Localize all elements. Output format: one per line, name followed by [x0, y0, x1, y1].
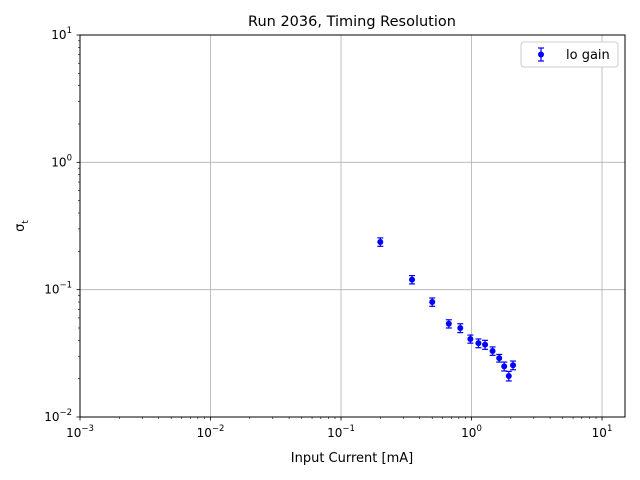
data-point: [510, 362, 517, 369]
data-point: [505, 372, 512, 379]
y-tick-label: 10−1: [44, 281, 72, 297]
data-point: [429, 299, 436, 306]
y-tick-label: 10−2: [44, 408, 72, 424]
y-axis-label-base: σ: [13, 224, 28, 232]
x-tick-label: 10−2: [197, 424, 225, 440]
data-point: [482, 341, 489, 348]
data-point: [445, 320, 452, 327]
major-ticks: [76, 34, 603, 421]
x-tick-label: 100: [461, 424, 482, 440]
legend-box: [520, 41, 619, 68]
data-point: [496, 355, 503, 362]
data-point: [501, 363, 508, 370]
legend: lo gain: [520, 41, 619, 68]
y-axis-label: σt: [13, 220, 31, 232]
data-point: [475, 340, 482, 347]
chart-title: Run 2036, Timing Resolution: [248, 14, 456, 30]
y-tick-label: 100: [51, 153, 72, 169]
data-point: [409, 276, 416, 283]
svg-text:σt: σt: [13, 220, 31, 232]
data-point: [377, 238, 384, 245]
y-tick-label: 101: [51, 26, 72, 42]
data-series: [377, 237, 517, 382]
legend-marker: [538, 51, 544, 58]
plot-area-frame: [79, 34, 626, 418]
x-tick-label: 101: [592, 424, 613, 440]
data-point: [457, 324, 464, 331]
y-axis-label-sub: t: [21, 220, 31, 224]
x-axis-label: Input Current [mA]: [291, 451, 413, 466]
x-tick-label: 10−3: [66, 424, 94, 440]
data-point: [467, 335, 474, 342]
x-tick-label: 10−1: [327, 424, 355, 440]
legend-label-lo-gain: lo gain: [566, 48, 610, 63]
data-point: [489, 347, 496, 354]
